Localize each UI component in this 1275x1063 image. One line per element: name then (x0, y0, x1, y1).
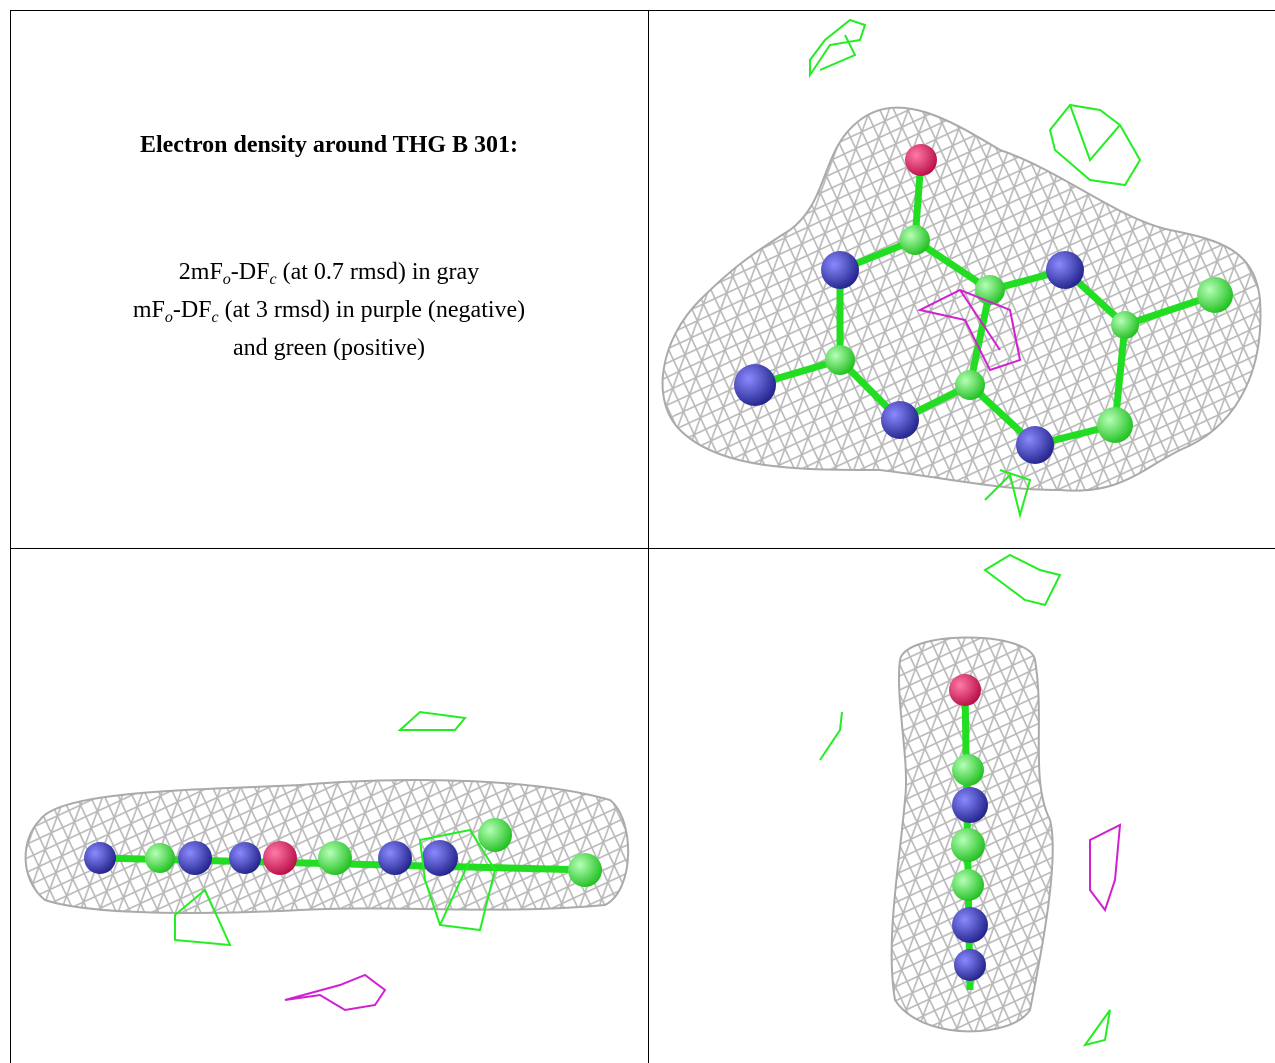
caption-text: 2mF (178, 259, 223, 285)
table-rules (10, 10, 1275, 1063)
caption-sub: c (211, 309, 219, 326)
caption-line: and green (positive) (10, 334, 648, 362)
caption-line: 2mFo-DFc (at 0.7 rmsd) in gray (10, 258, 648, 288)
caption-line: mFo-DFc (at 3 rmsd) in purple (negative) (10, 296, 648, 326)
panel-title: Electron density around THG B 301: (139, 132, 519, 158)
caption-cell: Electron density around THG B 301: 2mFo-… (10, 10, 648, 548)
caption-text: (at 3 rmsd) in purple (negative) (218, 297, 526, 323)
caption-text: -DF (172, 297, 212, 323)
density-view-end (819, 553, 1122, 1047)
density-view-top (661, 18, 1262, 519)
caption-sub: o (164, 309, 173, 326)
caption-sub: c (269, 271, 277, 288)
density-view-side (24, 710, 630, 1012)
caption-sub: o (222, 271, 231, 288)
caption-text: mF (132, 297, 165, 323)
caption-text: -DF (230, 259, 270, 285)
caption-text: (at 0.7 rmsd) in gray (276, 259, 480, 285)
caption-text: and green (positive) (233, 335, 425, 361)
